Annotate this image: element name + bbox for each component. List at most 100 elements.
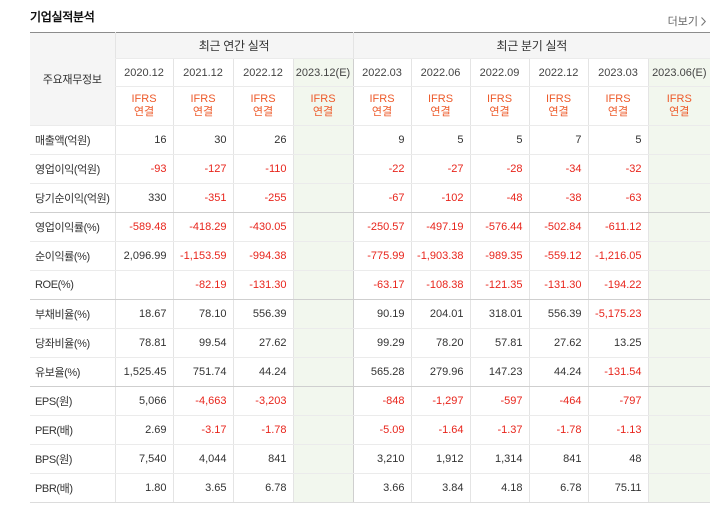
value-cell: 13.25 (587, 328, 649, 358)
value-cell: 5 (410, 125, 471, 155)
financial-row: 당기순이익(억원) 330 -351 -255 -67 -102 -48 -38 -63 (30, 183, 711, 213)
period-date-header: 2022.12 (528, 58, 589, 87)
consolidated-label: 연결 (489, 106, 510, 118)
value-cell: 147.23 (469, 357, 530, 387)
value-cell: -797 (587, 386, 649, 416)
value-cell: 279.96 (410, 357, 471, 387)
accounting-standard-header: IFRS 연결 (469, 86, 530, 126)
value-cell: 565.28 (352, 357, 412, 387)
period-date-header: 2021.12 (172, 58, 233, 87)
period-date-header: 2023.12(E) (292, 58, 354, 87)
corner-header: 주요재무정보 (30, 32, 115, 126)
value-cell: 6.78 (232, 473, 293, 503)
accounting-standard-row: IFRS 연결 IFRS 연결 IFRS 연결 IFRS 연결 IFRS 연결 IFRS 연결 IFRS… (30, 86, 711, 126)
value-cell: -102 (410, 183, 471, 213)
value-cell: 90.19 (352, 299, 412, 329)
financial-row: PER(배) 2.69 -3.17 -1.78 -5.09 -1.64 -1.37 -1.78… (30, 415, 711, 445)
period-date-header: 2023.06(E) (647, 58, 711, 87)
row-label: 매출액(억원) (30, 125, 115, 155)
row-label: 유보율(%) (30, 357, 115, 387)
more-link[interactable]: 더보기 (668, 13, 706, 29)
value-cell: 5 (469, 125, 530, 155)
value-cell: -28 (469, 154, 530, 184)
value-cell (292, 125, 354, 155)
value-cell: -559.12 (528, 241, 589, 271)
value-cell: 330 (114, 183, 173, 213)
value-cell: -1,903.38 (410, 241, 471, 271)
value-cell (647, 444, 711, 474)
value-cell: -497.19 (410, 212, 471, 242)
row-label: BPS(원) (30, 444, 115, 474)
value-cell: -63 (587, 183, 649, 213)
value-cell: -131.30 (528, 270, 589, 300)
accounting-standard-header: IFRS 연결 (232, 86, 293, 126)
value-cell (647, 183, 711, 213)
value-cell: 1,912 (410, 444, 471, 474)
value-cell: -63.17 (352, 270, 412, 300)
value-cell (647, 473, 711, 503)
annual-results-header: 최근 연간 실적 (114, 32, 354, 59)
value-cell: -611.12 (587, 212, 649, 242)
value-cell (292, 386, 354, 416)
value-cell: -67 (352, 183, 412, 213)
value-cell: -32 (587, 154, 649, 184)
financial-row: 유보율(%) 1,525.45 751.74 44.24 565.28 279.96 147… (30, 357, 711, 387)
value-cell: 556.39 (528, 299, 589, 329)
accounting-standard-header: IFRS 연결 (410, 86, 471, 126)
ifrs-label: IFRS (310, 93, 336, 105)
chevron-right-icon (701, 16, 706, 26)
value-cell: -127 (172, 154, 233, 184)
value-cell (647, 415, 711, 445)
value-cell: 78.20 (410, 328, 471, 358)
value-cell (292, 444, 354, 474)
consolidated-label: 연결 (669, 106, 690, 118)
consolidated-label: 연결 (607, 106, 629, 118)
value-cell: 5,066 (114, 386, 173, 416)
consolidated-label: 연결 (430, 106, 451, 118)
value-cell: -93 (114, 154, 173, 184)
ifrs-label: IFRS (486, 93, 513, 105)
value-cell: 841 (232, 444, 293, 474)
value-cell: -989.35 (469, 241, 530, 271)
ifrs-label: IFRS (545, 93, 572, 105)
accounting-standard-header: IFRS 연결 (352, 86, 412, 126)
ifrs-label: IFRS (605, 93, 631, 105)
value-cell: -3,203 (232, 386, 293, 416)
value-cell: -351 (172, 183, 233, 213)
financial-row: 부채비율(%) 18.67 78.10 556.39 90.19 204.01 318.01… (30, 299, 711, 329)
financial-row: 당좌비율(%) 78.81 99.54 27.62 99.29 78.20 57.81 27.… (30, 328, 711, 358)
value-cell: 75.11 (587, 473, 649, 503)
value-cell: 1.80 (114, 473, 173, 503)
row-label: 영업이익률(%) (30, 212, 115, 242)
period-date-header: 2022.12 (232, 58, 293, 87)
financial-row: 영업이익(억원) -93 -127 -110 -22 -27 -28 -34 -32 (30, 154, 711, 184)
value-cell: 5 (587, 125, 649, 155)
value-cell: 99.54 (172, 328, 233, 358)
value-cell (647, 357, 711, 387)
value-cell: -4,663 (172, 386, 233, 416)
financial-row: EPS(원) 5,066 -4,663 -3,203 -848 -1,297 -597 -46… (30, 386, 711, 416)
value-cell: 16 (114, 125, 173, 155)
value-cell: -848 (352, 386, 412, 416)
consolidated-label: 연결 (312, 106, 334, 118)
value-cell: -597 (469, 386, 530, 416)
value-cell: 99.29 (352, 328, 412, 358)
value-cell: 751.74 (172, 357, 233, 387)
financial-row: 매출액(억원) 16 30 26 9 5 5 7 5 (30, 125, 711, 155)
ifrs-label: IFRS (131, 93, 157, 105)
value-cell (292, 299, 354, 329)
value-cell: 204.01 (410, 299, 471, 329)
value-cell: 556.39 (232, 299, 293, 329)
financial-summary-table: 주요재무정보 최근 연간 실적 최근 분기 실적 2020.12 2021.12 2… (30, 32, 711, 503)
value-cell: 26 (232, 125, 293, 155)
value-cell: -131.30 (232, 270, 293, 300)
value-cell: -131.54 (587, 357, 649, 387)
value-cell: -1.13 (587, 415, 649, 445)
value-cell (292, 183, 354, 213)
ifrs-label: IFRS (427, 93, 454, 105)
more-link-label: 더보기 (667, 16, 698, 28)
row-label: 부채비율(%) (30, 299, 115, 329)
consolidated-label: 연결 (252, 106, 274, 118)
value-cell: -464 (528, 386, 589, 416)
value-cell: -1.78 (232, 415, 293, 445)
